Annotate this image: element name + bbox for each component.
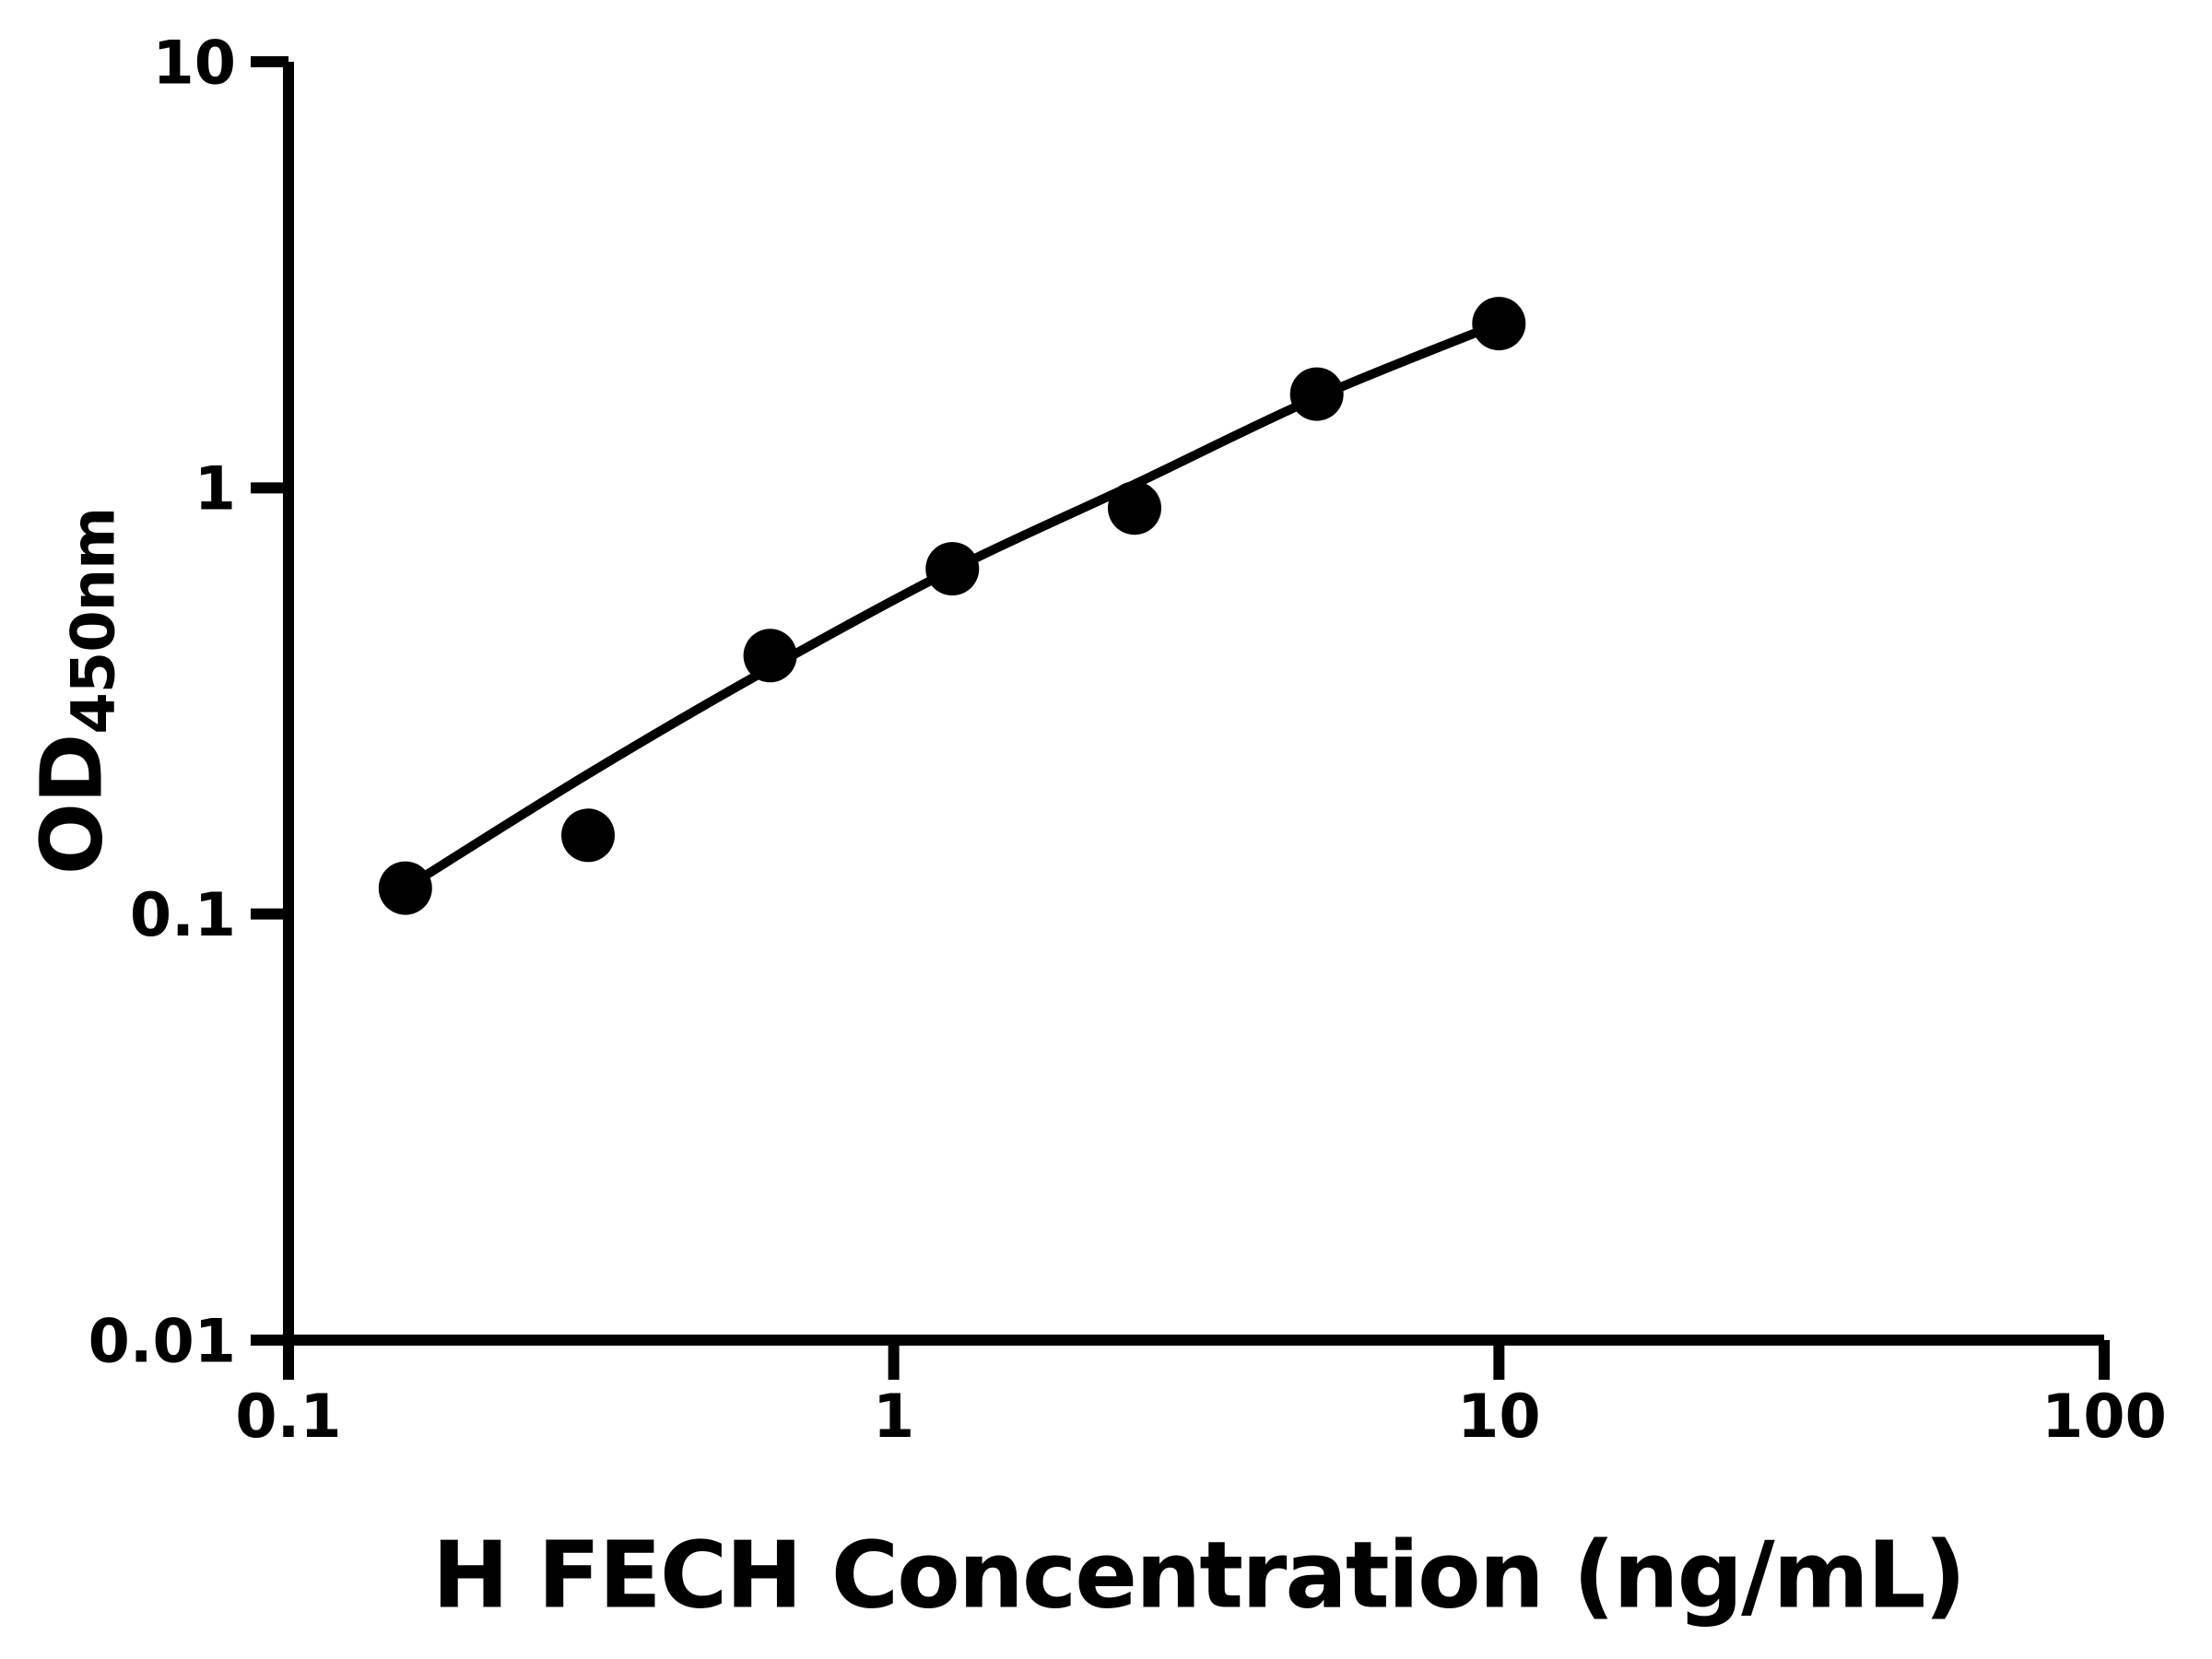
data-point-6 (1289, 367, 1344, 421)
x-axis-title-text: H FECH Concentration (ng/mL) (431, 1521, 1967, 1630)
y-axis-title-main: OD (22, 734, 122, 876)
y-tick-label-0.1: 0.1 (130, 881, 236, 950)
x-axis-title: H FECH Concentration (ng/mL) (431, 1521, 1967, 1630)
x-tick-label-100: 100 (2041, 1382, 2167, 1452)
x-tick-label-0.1: 0.1 (235, 1382, 341, 1452)
y-axis-title-subscript: 450nm (58, 507, 129, 735)
data-point-3 (743, 629, 797, 683)
x-tick-label-10: 10 (1457, 1382, 1540, 1452)
data-point-1 (378, 861, 432, 915)
data-point-4 (925, 542, 980, 596)
data-point-2 (561, 808, 615, 863)
y-tick-label-10: 10 (153, 29, 236, 98)
y-tick-label-0.01: 0.01 (88, 1307, 236, 1376)
y-axis-title: OD450nm (22, 508, 128, 875)
data-point-7 (1472, 297, 1526, 351)
x-tick-label-1: 1 (873, 1382, 914, 1452)
y-tick-label-1: 1 (194, 455, 236, 524)
data-point-5 (1108, 481, 1161, 535)
